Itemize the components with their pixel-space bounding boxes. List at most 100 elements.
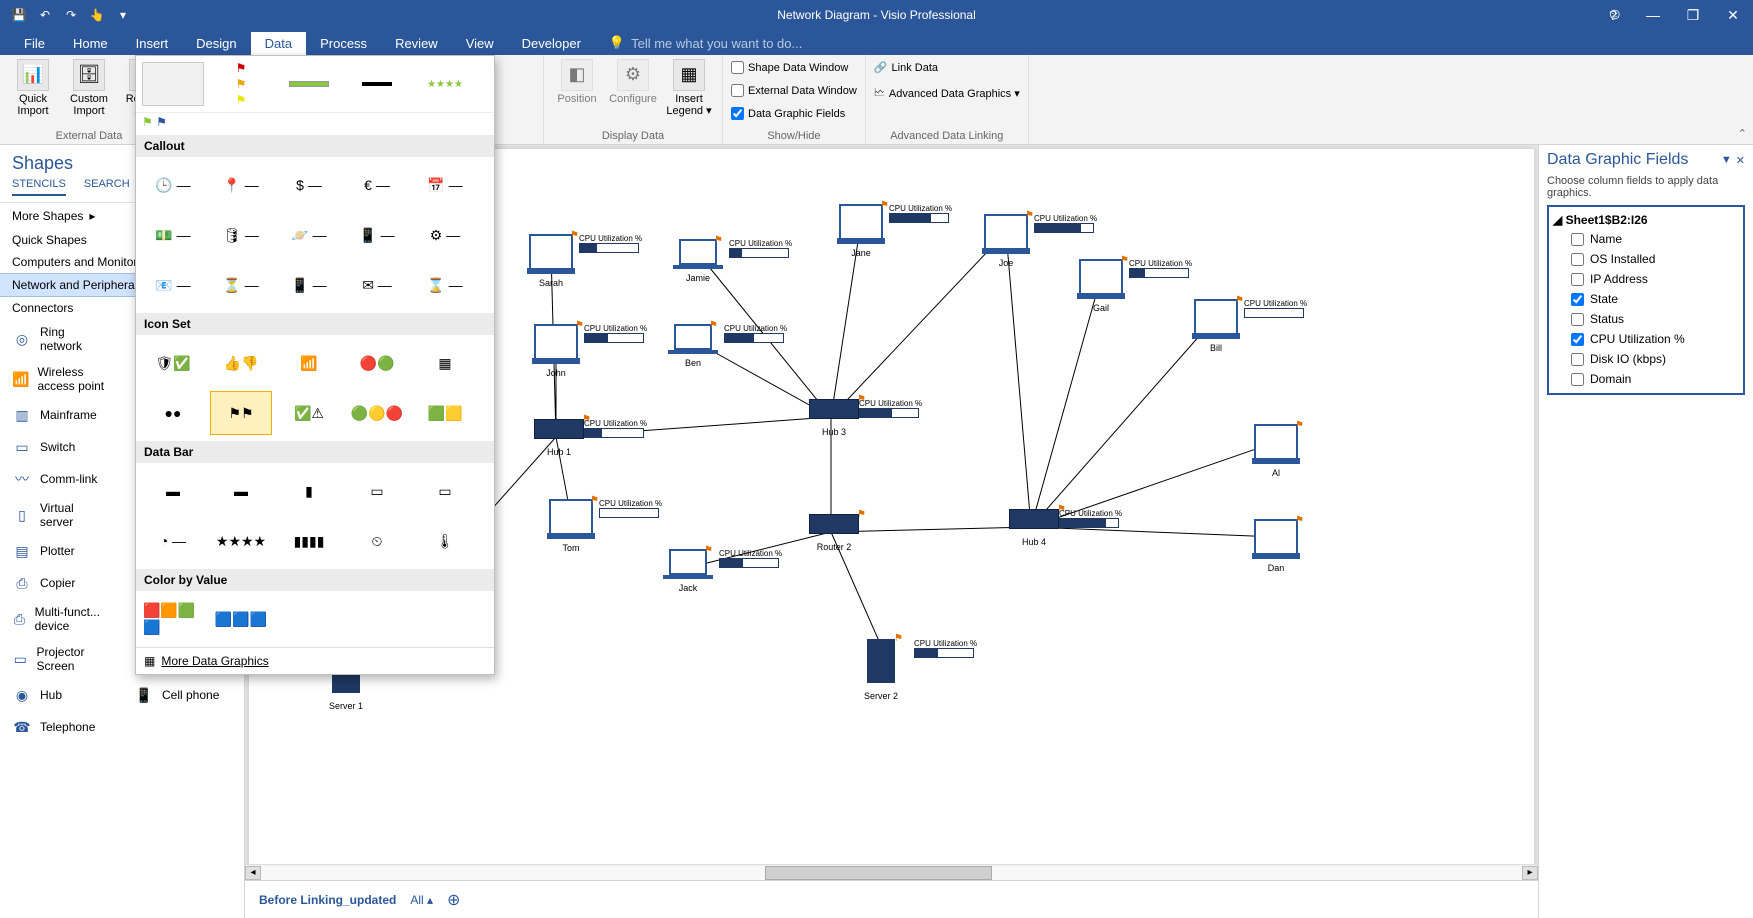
dg-graphic-option[interactable]: 🪐 — [278, 213, 340, 257]
dg-field-checkbox[interactable]: Status [1553, 309, 1739, 329]
dg-graphic-option[interactable]: 🕒 — [142, 163, 204, 207]
shape-item[interactable]: ▭Projector Screen [0, 639, 122, 679]
more-data-graphics-button[interactable]: ▦ More Data Graphics [136, 647, 494, 674]
dg-graphic-option[interactable]: 📱 — [278, 263, 340, 307]
dg-graphic-option[interactable]: ▬ [142, 469, 204, 513]
shape-item[interactable]: ⎙Copier [0, 567, 122, 599]
dg-graphic-option[interactable]: 📅 — [414, 163, 476, 207]
dg-graphic-option[interactable]: 🛡✅ [142, 341, 204, 385]
dg-progress[interactable] [278, 62, 340, 106]
shape-item[interactable]: 〰Comm-link [0, 463, 122, 495]
shape-item[interactable]: ◎Ring network [0, 319, 122, 359]
data-graphic-fields-checkbox[interactable]: Data Graphic Fields [731, 105, 845, 122]
redo-icon[interactable]: ↷ [60, 4, 82, 26]
network-node-dan[interactable]: ⚑Dan [1254, 519, 1298, 573]
save-icon[interactable]: 💾 [8, 4, 30, 26]
quick-import-button[interactable]: 📊Quick Import [8, 59, 58, 117]
dg-graphic-option[interactable]: ⚙ — [414, 213, 476, 257]
network-node-router2[interactable]: ⚑Router 2 [809, 514, 859, 552]
panel-close-icon[interactable]: ✕ [1736, 154, 1745, 167]
dg-graphic-option[interactable]: € — [346, 163, 408, 207]
network-node-bill[interactable]: ⚑CPU Utilization %Bill [1194, 299, 1238, 353]
ribbon-help-icon[interactable]: ? [1593, 0, 1633, 30]
dg-field-checkbox[interactable]: OS Installed [1553, 249, 1739, 269]
dg-graphic-option[interactable]: 🌡 [414, 519, 476, 563]
dg-graphic-option[interactable]: ▮ [278, 469, 340, 513]
tab-data[interactable]: Data [251, 32, 306, 55]
tab-review[interactable]: Review [381, 32, 452, 55]
dg-graphic-option[interactable]: 🟦🟦🟦 [210, 597, 272, 641]
dg-graphic-option[interactable]: ▦ [414, 341, 476, 385]
tab-file[interactable]: File [10, 32, 59, 55]
dg-flags[interactable]: ⚑⚑⚑ [210, 62, 272, 106]
shape-item[interactable]: 📱Cell phone [122, 679, 244, 711]
network-node-jane[interactable]: ⚑CPU Utilization %Jane [839, 204, 883, 258]
scroll-right-icon[interactable]: ▸ [1522, 866, 1538, 880]
shape-item[interactable]: ◉Hub [0, 679, 122, 711]
tab-home[interactable]: Home [59, 32, 122, 55]
dg-graphic-option[interactable]: ⏳ — [210, 263, 272, 307]
network-node-tom[interactable]: ⚑CPU Utilization %Tom [549, 499, 593, 553]
dg-none[interactable] [142, 62, 204, 106]
dg-graphic-option[interactable]: ★★★★ [210, 519, 272, 563]
dg-graphic-option[interactable]: ✅⚠ [278, 391, 340, 435]
scroll-left-icon[interactable]: ◂ [245, 866, 261, 880]
network-node-jamie[interactable]: ⚑CPU Utilization %Jamie [679, 239, 717, 283]
shape-item[interactable]: ☎Telephone [0, 711, 122, 743]
network-node-server2[interactable]: ⚑CPU Utilization %Server 2 [864, 639, 898, 701]
dg-graphic-option[interactable]: ◔ — [142, 519, 204, 563]
stencils-tab[interactable]: STENCILS [12, 178, 66, 196]
shape-item[interactable]: ⎙Multi-funct... device [0, 599, 122, 639]
dg-text[interactable] [346, 62, 408, 106]
dg-graphic-option[interactable]: 🔴🟢 [346, 341, 408, 385]
dg-graphic-option[interactable]: 📱 — [346, 213, 408, 257]
dg-graphic-option[interactable]: ▭ [414, 469, 476, 513]
dg-graphic-option[interactable]: ▭ [346, 469, 408, 513]
shape-item[interactable]: ▭Switch [0, 431, 122, 463]
tab-view[interactable]: View [452, 32, 508, 55]
position-button[interactable]: ◧Position [552, 59, 602, 105]
shape-item[interactable]: ▯Virtual server [0, 495, 122, 535]
sheet-header[interactable]: ◢ Sheet1$B2:I26 [1553, 211, 1739, 229]
network-node-hub4[interactable]: ⚑CPU Utilization %Hub 4 [1009, 509, 1059, 547]
dg-graphic-option[interactable]: ▬ [210, 469, 272, 513]
collapse-ribbon-icon[interactable]: ⌃ [1738, 127, 1747, 140]
all-pages-button[interactable]: All ▴ [410, 893, 433, 907]
dg-field-checkbox[interactable]: Domain [1553, 369, 1739, 389]
tab-process[interactable]: Process [306, 32, 381, 55]
restore-icon[interactable]: ❐ [1673, 0, 1713, 30]
dg-graphic-option[interactable]: ⌛ — [414, 263, 476, 307]
configure-button[interactable]: ⚙Configure [608, 59, 658, 105]
network-node-jack[interactable]: ⚑CPU Utilization %Jack [669, 549, 707, 593]
shape-item[interactable]: 📶Wireless access point [0, 359, 122, 399]
advanced-data-graphics-button[interactable]: 🗠Advanced Data Graphics ▾ [874, 82, 1020, 105]
search-tab[interactable]: SEARCH [84, 178, 130, 196]
network-node-joe[interactable]: ⚑CPU Utilization %Joe [984, 214, 1028, 268]
custom-import-button[interactable]: 🗄Custom Import [64, 59, 114, 117]
touch-mode-icon[interactable]: 👆 [86, 4, 108, 26]
dg-graphic-option[interactable]: 🟥🟧🟩🟦 [142, 597, 204, 641]
link-data-button[interactable]: 🔗Link Data [874, 59, 938, 76]
dg-field-checkbox[interactable]: IP Address [1553, 269, 1739, 289]
qat-customize-icon[interactable]: ▾ [112, 4, 134, 26]
network-node-sarah[interactable]: ⚑CPU Utilization %Sarah [529, 234, 573, 288]
panel-dropdown-icon[interactable]: ▼ [1721, 154, 1732, 167]
close-icon[interactable]: ✕ [1713, 0, 1753, 30]
dg-graphic-option[interactable]: 🛢 — [210, 213, 272, 257]
dg-graphic-option[interactable]: 🟩🟨 [414, 391, 476, 435]
shape-item[interactable] [122, 711, 244, 743]
horizontal-scrollbar[interactable]: ◂ ▸ [245, 864, 1538, 880]
dg-graphic-option[interactable]: 🟢🟡🔴 [346, 391, 408, 435]
page-tab[interactable]: Before Linking_updated [259, 893, 396, 907]
tab-design[interactable]: Design [182, 32, 250, 55]
network-node-ben[interactable]: ⚑CPU Utilization %Ben [674, 324, 712, 368]
dg-field-checkbox[interactable]: Name [1553, 229, 1739, 249]
network-node-gail[interactable]: ⚑CPU Utilization %Gail [1079, 259, 1123, 313]
dg-graphic-option[interactable]: ●● [142, 391, 204, 435]
dg-graphic-option[interactable]: 👍👎 [210, 341, 272, 385]
shape-item[interactable]: ▤Plotter [0, 535, 122, 567]
dg-field-checkbox[interactable]: State [1553, 289, 1739, 309]
add-page-button[interactable]: ⊕ [447, 890, 460, 910]
dg-graphic-option[interactable]: $ — [278, 163, 340, 207]
dg-graphic-option[interactable]: ⏲ [346, 519, 408, 563]
